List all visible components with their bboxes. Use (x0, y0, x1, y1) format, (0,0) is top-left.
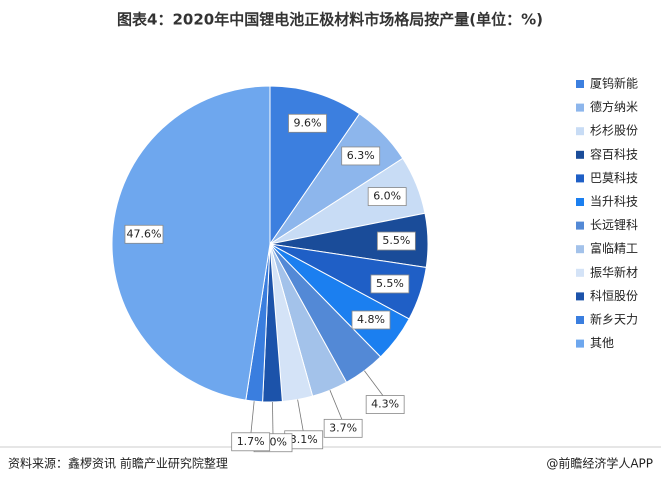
value-label-box (124, 224, 164, 244)
legend-label: 容百科技 (590, 146, 638, 161)
legend-label: 长远锂科 (590, 217, 638, 232)
legend-label: 科恒股份 (590, 289, 638, 303)
legend-swatch (576, 245, 584, 254)
value-label-box (231, 432, 271, 452)
value-label: 3.7% (329, 421, 357, 434)
value-label: 1.7% (237, 435, 265, 448)
value-label-box (351, 310, 391, 330)
legend-swatch (576, 80, 584, 88)
legend-swatch (576, 174, 584, 183)
legend-label: 德方纳米 (590, 99, 638, 114)
value-label: 6.0% (373, 190, 401, 203)
legend-label: 厦钨新能 (590, 76, 638, 91)
value-label: 5.5% (376, 277, 404, 290)
value-label-box (376, 231, 416, 251)
footer: @前瞻经济学人APP (546, 456, 653, 471)
value-label-box (365, 395, 405, 414)
value-label: 4.3% (371, 398, 399, 411)
leader-line (272, 401, 274, 437)
legend-swatch (576, 221, 584, 230)
leader-line (250, 401, 255, 436)
value-label: 6.3% (347, 149, 375, 162)
value-label-box (367, 187, 407, 206)
leader-line (329, 390, 344, 423)
legend-label: 巴莫科技 (590, 171, 638, 185)
value-label: 4.8% (357, 313, 385, 326)
legend-swatch (576, 292, 584, 301)
pie-slice (111, 85, 271, 401)
leader-line (297, 399, 305, 434)
legend-swatch (576, 103, 584, 112)
value-label: 3.1% (290, 433, 318, 446)
legend-swatch (576, 127, 584, 136)
value-label-box (341, 146, 381, 166)
source: 资料来源：鑫椤资讯 前瞻产业研究院整理 (8, 456, 228, 471)
legend-label: 其他 (590, 336, 614, 350)
chart-title: 图表4：2020年中国锂电池正极材料市场格局按产量(单位：%) (117, 11, 543, 29)
value-label: 9.6% (294, 116, 322, 129)
legend-swatch (576, 316, 584, 324)
value-label: 47.6% (126, 227, 161, 240)
legend-label: 当升科技 (590, 195, 638, 209)
leader-line (364, 370, 386, 399)
value-label: 5.5% (382, 234, 410, 247)
value-label-box (288, 113, 327, 133)
legend-swatch (576, 198, 584, 206)
legend-label: 杉杉股份 (590, 124, 638, 138)
legend-label: 振华新材 (590, 264, 638, 279)
value-label-box (323, 418, 363, 438)
legend-label: 新乡天力 (590, 312, 638, 327)
legend-swatch (576, 268, 584, 277)
legend-swatch (576, 150, 584, 159)
legend-swatch (576, 339, 584, 348)
value-label-box (370, 274, 410, 294)
legend-label: 富临精工 (590, 241, 638, 256)
